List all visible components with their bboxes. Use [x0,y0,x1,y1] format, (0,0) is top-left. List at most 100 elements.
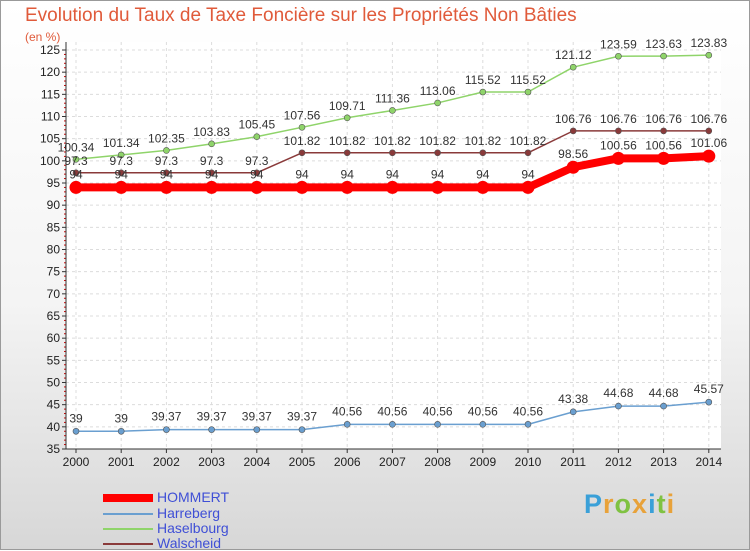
data-label-walscheid: 106.76 [600,112,637,126]
data-point-hommert [114,180,128,194]
data-point-walscheid [569,127,577,135]
data-point-walscheid [208,169,215,177]
data-label-harreberg: 40.56 [332,404,362,418]
data-label-hommert: 94 [250,167,264,181]
data-label-hommert: 100.56 [645,138,682,152]
y-tick-label: 35 [47,442,61,456]
x-tick-label: 2011 [560,455,586,469]
data-point-haselbourg [479,88,487,96]
y-tick-label: 110 [41,110,60,124]
y-tick-label: 115 [41,87,60,101]
data-label-harreberg: 39.37 [242,410,272,424]
data-point-walscheid [343,149,351,157]
data-point-hommert [340,180,354,194]
data-label-walscheid: 106.76 [690,112,727,126]
data-label-harreberg: 39 [115,411,129,425]
data-label-hommert: 94 [476,167,490,181]
x-tick-label: 2000 [63,455,90,469]
data-label-haselbourg: 123.83 [690,36,727,50]
data-label-haselbourg: 123.59 [600,37,637,51]
data-label-harreberg: 40.56 [377,404,407,418]
data-label-harreberg: 40.56 [423,404,453,418]
y-tick-label: 90 [47,198,61,212]
data-point-harreberg [524,421,532,428]
data-point-haselbourg [298,124,306,131]
data-point-haselbourg [253,133,261,140]
data-point-haselbourg [208,140,215,148]
legend-swatch [103,494,153,502]
data-label-hommert: 101.06 [690,136,727,150]
logo-letter: P [584,489,604,519]
data-label-haselbourg: 103.83 [193,125,230,139]
y-axis-unit-label: (en %) [25,30,61,44]
data-label-haselbourg: 113.06 [420,84,456,98]
data-label-hommert: 94 [160,167,174,181]
x-tick-label: 2003 [198,455,225,469]
data-label-haselbourg: 109.71 [329,99,366,113]
data-point-walscheid [163,169,170,177]
data-point-walscheid [705,127,713,135]
data-point-hommert [69,180,83,194]
data-label-hommert: 94 [521,167,535,181]
data-point-hommert [295,180,309,194]
legend-label: Harreberg [157,505,221,521]
data-point-walscheid [660,127,667,135]
y-tick-label: 50 [47,376,61,390]
data-label-hommert: 94 [295,167,309,181]
y-tick-label: 100 [40,154,60,168]
y-tick-label: 65 [47,309,61,323]
data-label-harreberg: 44.68 [603,386,633,400]
x-tick-label: 2013 [650,455,677,469]
legend-label: Walscheid [157,535,222,551]
data-point-hommert [205,180,219,194]
x-tick-label: 2004 [243,455,270,469]
data-point-hommert [250,180,264,194]
x-tick-label: 2001 [108,455,135,469]
data-point-harreberg [208,426,215,433]
x-tick-label: 2010 [515,455,542,469]
data-label-hommert: 94 [115,167,129,181]
data-label-harreberg: 43.38 [558,392,588,406]
data-label-walscheid: 106.76 [645,112,682,126]
data-point-walscheid [253,169,261,177]
data-point-harreberg [569,408,577,416]
data-point-harreberg [705,398,713,406]
data-point-haselbourg [389,107,396,114]
data-point-walscheid [524,149,532,157]
y-tick-label: 70 [47,287,61,301]
data-point-haselbourg [660,52,667,60]
data-point-hommert [431,180,445,194]
data-point-haselbourg [434,99,441,107]
data-label-hommert: 98.56 [558,147,588,161]
data-point-haselbourg [343,114,351,122]
data-label-haselbourg: 115.52 [510,73,546,87]
logo-letter: r [603,489,615,519]
data-point-walscheid [389,149,396,157]
x-tick-label: 2005 [289,455,316,469]
data-label-walscheid: 97.3 [200,154,224,168]
data-label-walscheid: 101.82 [510,134,547,148]
data-point-hommert [521,180,535,194]
logo-letter: x [632,489,649,519]
data-label-haselbourg: 107.56 [284,108,321,122]
data-label-haselbourg: 101.34 [103,136,140,150]
data-label-harreberg: 39.37 [197,410,227,424]
data-label-harreberg: 39.37 [151,410,181,424]
data-point-haselbourg [569,63,577,71]
chart-title: Evolution du Taux de Taxe Foncière sur l… [25,5,577,26]
data-label-harreberg: 40.56 [468,404,498,418]
legend-swatch [103,513,153,515]
y-tick-label: 55 [47,353,61,367]
data-point-walscheid [434,149,441,157]
y-tick-label: 125 [40,43,60,57]
data-label-walscheid: 106.76 [555,112,592,126]
data-label-walscheid: 97.3 [110,154,134,168]
data-label-hommert: 94 [341,167,355,181]
y-tick-label: 85 [47,220,61,234]
data-label-walscheid: 101.82 [419,134,456,148]
y-tick-label: 95 [47,176,61,190]
data-point-haselbourg [615,52,622,60]
data-point-harreberg [72,427,80,435]
data-point-haselbourg [524,88,532,96]
